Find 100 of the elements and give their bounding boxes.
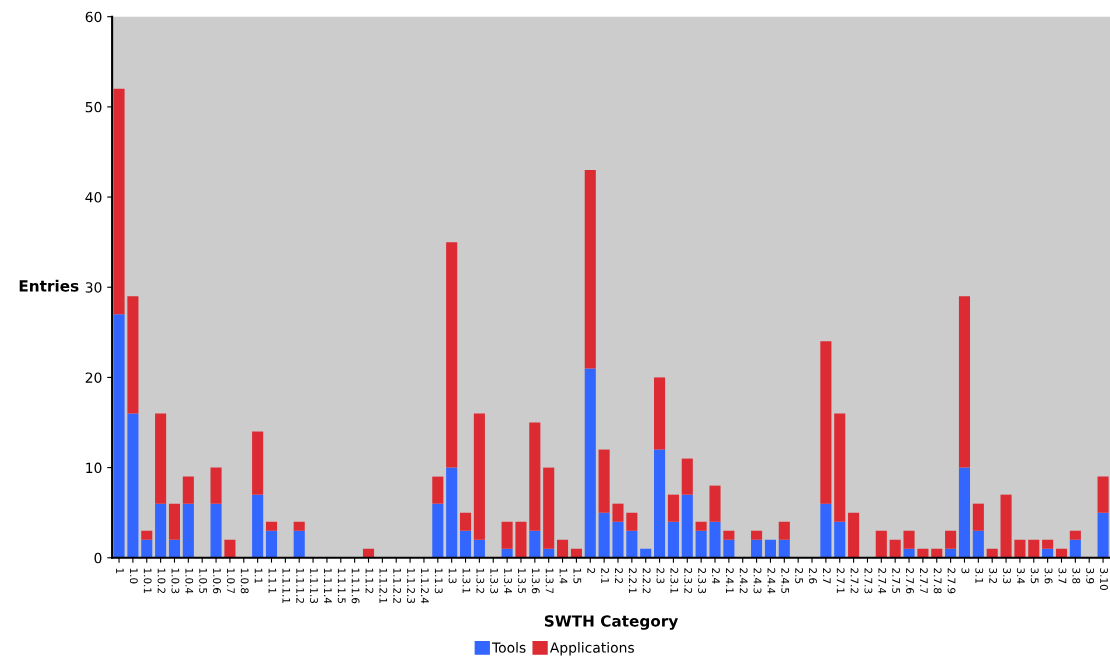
x-tick-label: 2.7 [823,568,831,584]
bar [515,521,527,558]
bar [584,170,596,369]
x-tick-label: 1 [116,568,124,574]
bar [1097,512,1109,558]
x-tick-label: 1.0.7 [226,568,235,594]
bar [501,521,513,549]
x-tick-label: 2.7.8 [933,568,942,594]
bar [1069,530,1081,540]
x-tick-label: 2 [587,568,596,574]
x-tick-label: 3.5 [1030,568,1039,584]
bar [1042,539,1054,549]
bar [681,494,693,558]
bar [584,368,596,558]
bar [778,539,790,558]
bar [972,503,984,531]
x-tick-label: 3 [961,568,970,574]
x-tick-label: 1.1.1.6 [351,568,360,604]
x-tick-label: 2.4.5 [781,568,790,594]
bar [751,530,763,540]
legend-label: Tools [491,642,526,653]
bar [127,296,139,414]
bar [626,530,638,558]
bar [820,503,832,558]
bar [113,314,125,558]
bar [889,539,901,558]
x-tick-label: 3.3 [1003,568,1011,584]
bar [723,530,735,540]
bar [834,413,846,522]
bar [293,530,305,558]
x-tick-label: 2.3.2 [684,568,693,593]
bar [210,503,222,558]
bar [626,512,638,531]
x-tick-label: 1.0 [129,568,138,584]
x-tick-label: 1.0.3 [171,568,180,594]
y-tick-label: 30 [85,282,102,293]
x-tick-label: 1.3.2 [476,568,485,593]
x-tick-label: 2.7.2 [850,568,859,593]
bar [473,539,485,558]
bar [473,413,485,540]
bar [141,539,153,558]
x-tick-label: 1.1.1.2 [296,568,305,603]
x-tick-label: 3.8 [1072,568,1081,584]
bar [1000,494,1012,558]
x-tick-label: 1.1 [254,568,263,584]
x-tick-label: 2.2.1 [628,568,637,594]
bar [875,530,887,558]
bar [958,467,971,558]
x-tick-label: 1.1.3 [434,568,443,594]
x-tick-label: 2.3.3 [698,568,706,594]
x-tick-label: 1.3.7 [545,568,554,594]
bar [446,242,458,468]
x-tick-label: 2.4.4 [767,568,776,594]
y-tick-label: 20 [85,372,102,383]
x-tick-label: 1.4 [559,568,568,584]
x-tick-label: 1.5 [573,568,582,584]
bar [751,539,763,558]
x-tick-label: 2.2 [615,568,623,584]
bar [903,530,915,549]
bar [432,476,444,504]
bar [723,539,735,558]
bar [141,530,153,540]
y-tick-label: 50 [85,101,102,113]
x-tick-label: 1.1.2.3 [407,568,415,604]
x-tick-label: 1.1.1.5 [337,568,346,604]
bar [820,341,832,504]
y-tick-label: 40 [85,192,102,203]
bar [695,521,707,531]
x-tick-label: 3.4 [1016,568,1025,584]
x-tick-label: 1.1.1 [268,568,277,594]
bar [543,467,555,549]
x-tick-label: 1.0.6 [213,568,221,594]
bar [1028,539,1040,558]
bar [210,467,222,504]
bar [182,503,194,558]
x-tick-label: 1.1.2.2 [393,568,402,603]
x-tick-label: 2.4.2 [739,568,748,593]
bar [681,458,693,495]
x-tick-label: 1.1.1.1 [282,568,291,603]
x-tick-label: 1.1.2.4 [421,568,429,604]
x-tick-label: 2.4.3 [753,568,762,594]
bar [598,512,610,558]
bar [182,476,194,504]
x-tick-label: 1.0.8 [240,568,249,594]
x-tick-label: 2.4 [712,568,720,584]
x-axis-title: SWTH Category [544,615,679,630]
x-tick-label: 2.3 [656,568,665,584]
x-tick-label: 2.1 [601,568,609,584]
x-tick-label: 1.1.1.3 [310,568,318,604]
bar [654,449,666,558]
x-tick-label: 1.3 [448,568,457,584]
bar [654,377,666,450]
bar [958,296,971,468]
bar [459,512,472,531]
bar [709,485,721,522]
bar [293,521,305,531]
x-tick-label: 2.7.3 [864,568,873,594]
x-tick-label: 3.1 [975,568,984,584]
bar [265,530,278,558]
bar [1097,476,1109,513]
